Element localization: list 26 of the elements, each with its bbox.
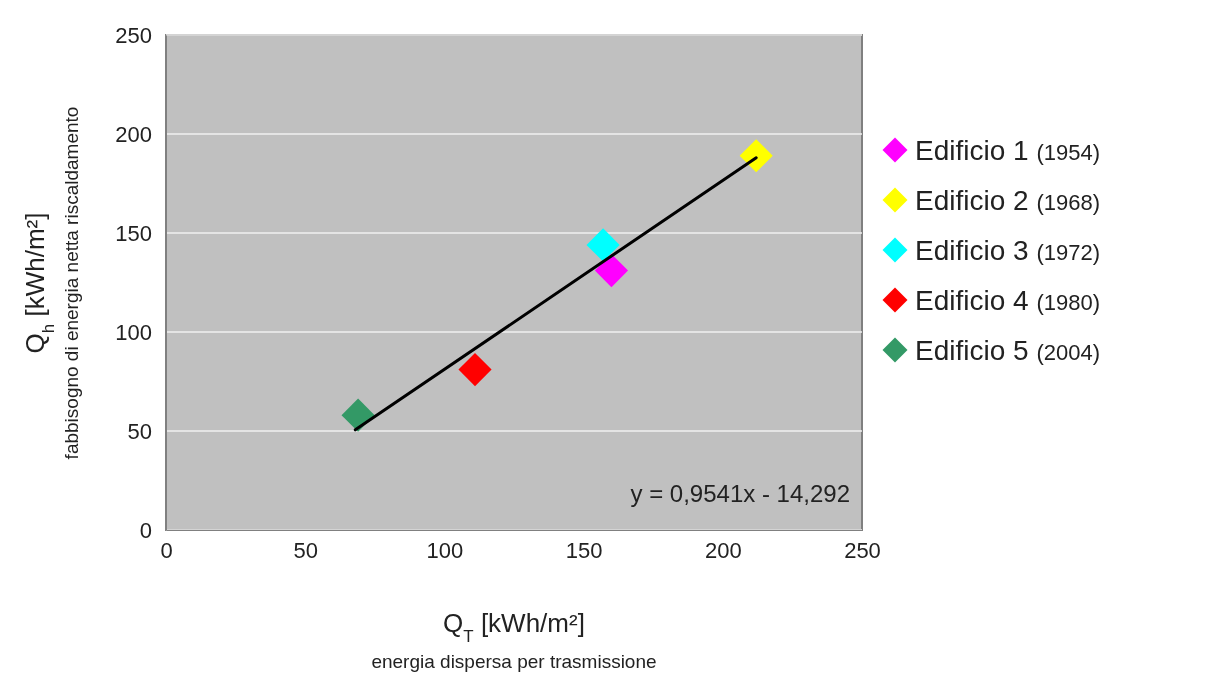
y-tick-label: 0 (139, 517, 152, 543)
y-tick-label: 150 (115, 220, 152, 246)
y-tick-label: 200 (115, 121, 152, 147)
x-tick-label: 250 (844, 537, 881, 563)
x-tick-label: 50 (293, 537, 318, 563)
point (458, 353, 492, 387)
x-tick-label: 200 (704, 537, 742, 563)
point (594, 254, 629, 288)
legend-label: Edificio 1 (1954) (915, 135, 1100, 166)
y-tick-label: 100 (115, 319, 152, 345)
x-tick-label: 150 (565, 537, 603, 563)
legend-label: Edificio 4 (1980) (915, 285, 1100, 316)
y-tick-label: 250 (115, 22, 152, 48)
point (739, 139, 773, 173)
legend-label: Edificio 5 (2004) (915, 335, 1100, 366)
legend-label: Edificio 3 (1972) (915, 235, 1100, 266)
annotation: y = 0,9541x - 14,292 (630, 480, 850, 507)
x-tick-label: 100 (426, 537, 464, 563)
legend-label: Edificio 2 (1968) (915, 185, 1100, 216)
text: energia dispersa per trasmissione (371, 651, 657, 672)
x-axis-title: Q$_{T}$ [kWh/m²] (443, 608, 585, 646)
x-tick-label: 0 (160, 537, 173, 563)
point (586, 228, 620, 262)
point (341, 398, 375, 432)
text: fabbisogno di energia netta riscaldamento (61, 106, 82, 460)
y-tick-label: 50 (127, 418, 152, 444)
